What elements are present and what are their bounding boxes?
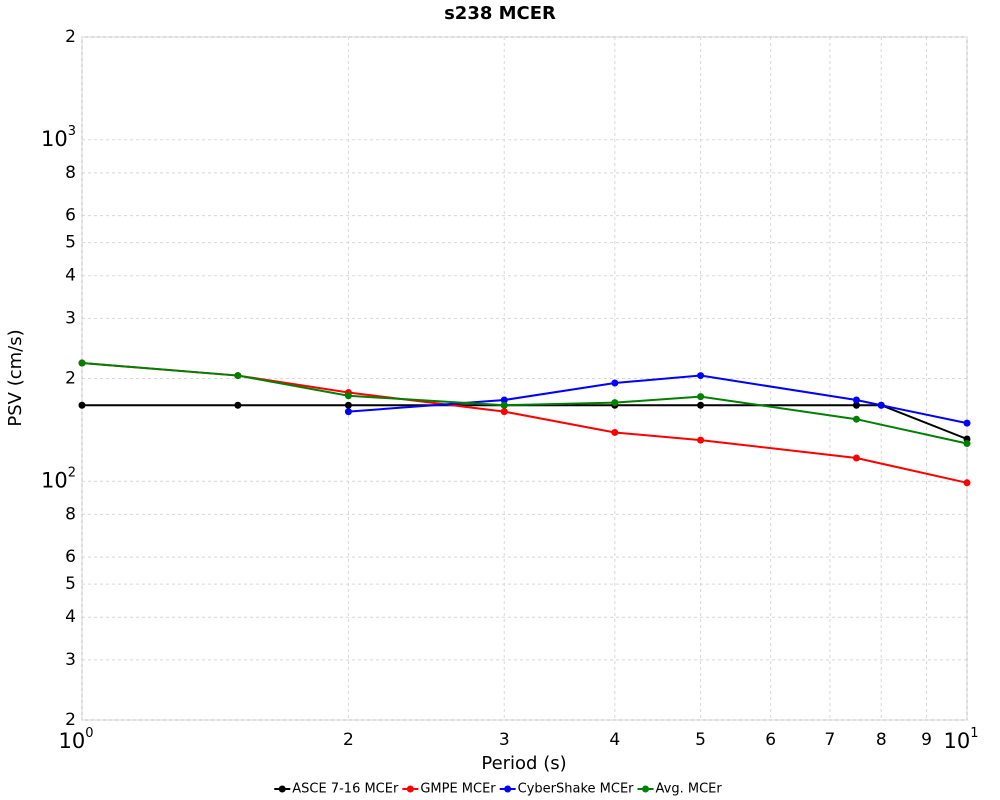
y-tick-label-base: 5 [65, 233, 76, 253]
y-tick-label-base: 2 [65, 27, 76, 47]
x-tick-label-exponent: 0 [85, 726, 93, 741]
data-point [963, 440, 971, 448]
y-tick-label: 4 [65, 266, 76, 286]
data-point [877, 401, 885, 409]
x-tick-label: 4 [609, 730, 620, 750]
data-point [697, 436, 705, 444]
y-tick-label-base: 10 [41, 127, 68, 151]
x-tick-label-base: 10 [58, 729, 85, 753]
x-tick-label: 100 [58, 726, 93, 754]
y-tick-label-base: 3 [65, 650, 76, 670]
y-tick-label: 4 [65, 607, 76, 627]
y-tick-label-base: 2 [65, 710, 76, 730]
y-tick-label: 3 [65, 308, 76, 328]
y-tick-label-base: 10 [41, 468, 68, 492]
data-point [500, 401, 508, 409]
data-point [78, 401, 86, 409]
data-point [500, 396, 508, 404]
x-tick-label-base: 3 [499, 730, 510, 750]
data-point [852, 454, 860, 462]
series-line [81, 362, 968, 445]
y-axis-label: PSV (cm/s) [5, 329, 26, 426]
x-tick-label-base: 2 [343, 730, 354, 750]
data-point [344, 401, 352, 409]
data-point [852, 401, 860, 409]
y-tick-label-base: 2 [65, 369, 76, 389]
x-tick-label: 8 [876, 730, 887, 750]
y-tick-label: 6 [65, 206, 76, 226]
y-tick-label: 5 [65, 574, 76, 594]
y-tick-label: 8 [65, 163, 76, 183]
x-tick-label-base: 10 [943, 729, 970, 753]
legend-label: ASCE 7-16 MCEr [292, 782, 399, 797]
data-point [344, 392, 352, 400]
data-point [963, 419, 971, 427]
data-point [697, 372, 705, 380]
y-tick-label-base: 3 [65, 308, 76, 328]
x-tick-label: 5 [695, 730, 706, 750]
data-point [697, 393, 705, 401]
data-point [500, 408, 508, 416]
y-tick-label: 6 [65, 547, 76, 567]
x-tick-label-base: 4 [609, 730, 620, 750]
x-tick-label-base: 5 [695, 730, 706, 750]
data-point [852, 396, 860, 404]
legend-label: Avg. MCEr [656, 782, 723, 797]
y-tick-label-base: 4 [65, 607, 76, 627]
y-tick-label-base: 4 [65, 266, 76, 286]
series-line [82, 404, 968, 440]
y-tick-label-base: 8 [65, 163, 76, 183]
legend-marker [278, 785, 286, 793]
x-tick-label-base: 8 [876, 730, 887, 750]
legend-label: CyberShake MCEr [518, 782, 635, 797]
y-tick-label-exponent: 2 [68, 465, 76, 480]
y-tick-label: 8 [65, 504, 76, 524]
y-tick-label-base: 6 [65, 547, 76, 567]
data-point [963, 479, 971, 487]
data-point [611, 379, 619, 387]
y-tick-label: 5 [65, 233, 76, 253]
y-tick-label: 103 [41, 123, 76, 151]
y-tick-label: 102 [41, 465, 76, 493]
y-tick-label-base: 5 [65, 574, 76, 594]
y-tick-label-base: 6 [65, 206, 76, 226]
data-point [344, 408, 352, 416]
y-tick-label-exponent: 3 [68, 123, 76, 138]
data-point [234, 401, 242, 409]
legend-label: GMPE MCEr [420, 782, 496, 797]
data-point [611, 399, 619, 407]
legend-marker [642, 785, 650, 793]
legend-marker [504, 785, 512, 793]
x-tick-label-base: 7 [824, 730, 835, 750]
y-tick-label: 2 [65, 710, 76, 730]
y-tick-label-base: 8 [65, 504, 76, 524]
data-point [697, 401, 705, 409]
data-point [78, 359, 86, 367]
data-point [234, 372, 242, 380]
x-tick-label: 6 [765, 730, 776, 750]
x-tick-label: 2 [343, 730, 354, 750]
series-line [81, 362, 968, 484]
chart-title: s238 MCER [444, 3, 556, 24]
x-tick-label: 3 [499, 730, 510, 750]
data-point [611, 428, 619, 436]
y-tick-label: 3 [65, 650, 76, 670]
x-tick-label: 9 [921, 730, 932, 750]
x-tick-label-base: 6 [765, 730, 776, 750]
y-tick-label: 2 [65, 369, 76, 389]
x-tick-label-exponent: 1 [970, 726, 978, 741]
x-tick-label-base: 9 [921, 730, 932, 750]
y-tick-label: 2 [65, 27, 76, 47]
x-axis-label: Period (s) [481, 753, 566, 774]
x-tick-label: 7 [824, 730, 835, 750]
data-point [852, 415, 860, 423]
legend: ASCE 7-16 MCEr GMPE MCEr CyberShake MCEr Av… [274, 782, 722, 797]
x-tick-label: 101 [943, 726, 978, 754]
legend-marker [406, 785, 414, 793]
